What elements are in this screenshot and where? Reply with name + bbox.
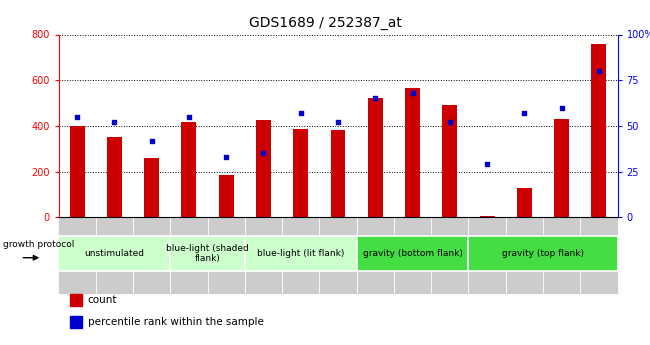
Text: GDS1689 / 252387_at: GDS1689 / 252387_at xyxy=(248,16,402,30)
Text: gravity (top flank): gravity (top flank) xyxy=(502,249,584,258)
Point xyxy=(184,114,194,120)
Point xyxy=(221,154,231,160)
Bar xyxy=(70,294,82,306)
Point xyxy=(408,90,418,96)
Bar xyxy=(469,236,618,271)
Bar xyxy=(144,158,159,217)
Bar xyxy=(170,217,207,294)
Bar xyxy=(431,217,469,294)
Bar xyxy=(480,216,495,217)
Text: blue-light (lit flank): blue-light (lit flank) xyxy=(257,249,344,258)
Text: count: count xyxy=(88,295,117,305)
Bar xyxy=(181,122,196,217)
Bar xyxy=(70,316,82,328)
Bar xyxy=(245,217,282,294)
Point xyxy=(556,105,567,110)
Bar xyxy=(554,119,569,217)
Bar xyxy=(319,217,357,294)
Point xyxy=(519,110,530,116)
Bar xyxy=(506,217,543,294)
Bar xyxy=(58,236,170,271)
Point xyxy=(146,138,157,143)
Point xyxy=(109,119,120,125)
Text: unstimulated: unstimulated xyxy=(84,249,144,258)
Bar xyxy=(170,236,245,271)
Bar xyxy=(133,217,170,294)
Point xyxy=(333,119,343,125)
Bar xyxy=(394,217,431,294)
Text: percentile rank within the sample: percentile rank within the sample xyxy=(88,317,263,327)
Bar xyxy=(443,105,457,217)
Text: growth protocol: growth protocol xyxy=(3,240,74,249)
Bar xyxy=(282,217,319,294)
Text: blue-light (shaded
flank): blue-light (shaded flank) xyxy=(166,244,249,263)
Bar xyxy=(107,137,122,217)
Bar xyxy=(70,126,84,217)
Point xyxy=(445,119,455,125)
Bar xyxy=(207,217,245,294)
Bar xyxy=(580,217,618,294)
Bar xyxy=(58,217,96,294)
Bar xyxy=(256,120,271,217)
Point xyxy=(258,150,268,156)
Point xyxy=(593,68,604,74)
Bar xyxy=(469,217,506,294)
Bar xyxy=(543,217,580,294)
Point xyxy=(370,96,380,101)
Bar xyxy=(245,236,357,271)
Text: gravity (bottom flank): gravity (bottom flank) xyxy=(363,249,462,258)
Bar xyxy=(331,130,345,217)
Bar xyxy=(517,188,532,217)
Bar xyxy=(357,236,469,271)
Point xyxy=(482,161,492,167)
Bar xyxy=(219,175,233,217)
Point xyxy=(72,114,83,120)
Bar xyxy=(357,217,394,294)
Bar xyxy=(96,217,133,294)
Bar xyxy=(592,43,606,217)
Bar xyxy=(368,99,383,217)
Bar xyxy=(405,88,420,217)
Bar xyxy=(293,129,308,217)
Point xyxy=(296,110,306,116)
